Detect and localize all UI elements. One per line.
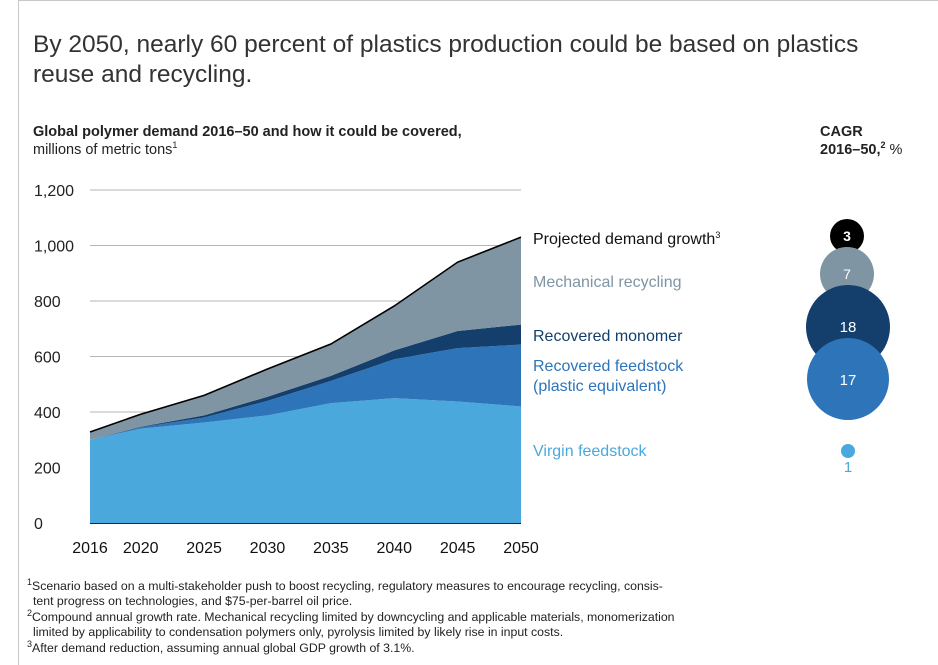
legend-feedstock-line2: (plastic equivalent)	[533, 378, 666, 395]
x-tick-labels: 2016 2020 2025 2030 2035 2040 2045 2050	[72, 540, 539, 557]
cagr-unit: %	[885, 142, 903, 158]
subtitle-bold: Global polymer demand 2016–50 and how it…	[33, 124, 462, 140]
chart-title: By 2050, nearly 60 percent of plastics p…	[33, 31, 859, 88]
x-tick-label: 2050	[503, 540, 539, 557]
area-recovered-monomer	[90, 324, 521, 440]
cagr-footnote-ref: 2	[880, 140, 886, 151]
frame-left-border	[18, 0, 19, 665]
cagr-header: CAGR 2016–50,2 %	[820, 123, 930, 159]
y-tick-label: 1,000	[34, 239, 74, 256]
area-series	[90, 237, 521, 523]
cagr-header-line2: 2016–50,2 %	[820, 140, 903, 158]
cagr-value-monomer: 18	[840, 319, 857, 336]
x-tick-label: 2020	[123, 540, 159, 557]
legend-feedstock-line1: Recovered feedstock	[533, 358, 684, 375]
demand-line-group	[89, 236, 522, 433]
footnotes: 1Scenario based on a multi-stakeholder p…	[27, 576, 932, 657]
x-tick-label: 2035	[313, 540, 349, 557]
legend-monomer: Recovered monomer	[533, 328, 683, 345]
cagr-value-feedstock: 17	[840, 372, 857, 389]
y-tick-label: 400	[34, 405, 61, 422]
area-mechanical-recycling	[90, 237, 521, 440]
footnote-3: 3After demand reduction, assuming annual…	[27, 638, 415, 655]
x-tick-label: 2030	[250, 540, 286, 557]
cagr-value-virgin: 1	[844, 459, 852, 476]
footnote-2: 2Compound annual growth rate. Mechanical…	[27, 607, 675, 639]
cagr-value-demand: 3	[843, 228, 851, 244]
cagr-bubble-feedstock	[807, 338, 889, 420]
area-virgin-feedstock	[90, 398, 521, 523]
cagr-bubble-virgin	[841, 444, 855, 458]
y-tick-label: 600	[34, 350, 61, 367]
y-tick-label: 1,200	[34, 183, 74, 200]
chart-subtitle: Global polymer demand 2016–50 and how it…	[33, 123, 503, 159]
subtitle-unit: millions of metric tons	[33, 142, 173, 158]
y-tick-labels: 0 200 400 600 800 1,000 1,200	[34, 183, 74, 533]
x-tick-label: 2040	[376, 540, 412, 557]
cagr-value-mechanical: 7	[843, 266, 851, 282]
y-tick-label: 0	[34, 516, 43, 533]
cagr-bubble-demand	[830, 219, 864, 253]
y-tick-label: 800	[34, 294, 61, 311]
cagr-header-line1: CAGR	[820, 124, 863, 140]
chart-svg: 0 200 400 600 800 1,000 1,200 2016 2020 2025 2030…	[34, 183, 890, 557]
frame-top-border	[18, 0, 938, 1]
legend-demand: Projected demand growth3	[533, 230, 720, 248]
footnote-1: 1Scenario based on a multi-stakeholder p…	[27, 576, 663, 608]
x-tick-label: 2016	[72, 540, 108, 557]
legend-virgin: Virgin feedstock	[533, 443, 648, 460]
y-tick-label: 200	[34, 461, 61, 478]
legend-mechanical: Mechanical recycling	[533, 274, 682, 291]
demand-line	[89, 236, 522, 433]
subtitle-footnote-ref: 1	[172, 140, 178, 151]
x-tick-label: 2025	[186, 540, 222, 557]
x-tick-label: 2045	[440, 540, 476, 557]
area-recovered-feedstock-plastic-equivalent	[90, 344, 521, 440]
